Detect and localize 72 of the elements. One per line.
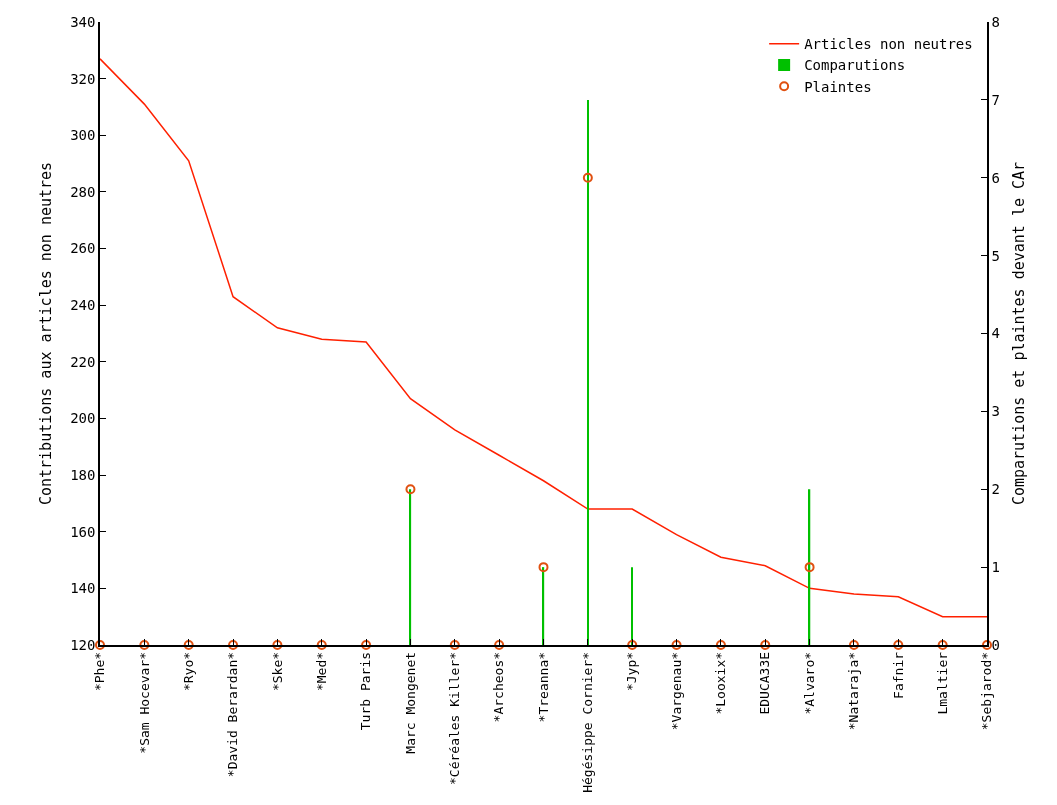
x-tick-label: *Sam Hocevar* [136, 651, 152, 754]
x-tick-label: *Phe* [92, 651, 108, 692]
y-tick-label: 280 [70, 183, 96, 200]
y2-tick-label: 6 [991, 169, 1000, 186]
y2-tick-label: 8 [991, 13, 1000, 30]
x-tick-label: *Sebjarod* [979, 651, 995, 731]
x-tick-label: Marc Mongenet [402, 651, 418, 754]
y-tick-label: 140 [70, 580, 96, 597]
bar [587, 99, 589, 645]
x-tick-label: Lmaltier [934, 651, 950, 715]
x-tick-label: *David Berardan* [225, 651, 241, 778]
point [494, 640, 505, 650]
point [449, 640, 460, 650]
x-tick-label: *Looxix* [713, 651, 729, 715]
point [893, 640, 904, 650]
y-tick-label: 160 [70, 523, 96, 540]
bar [409, 489, 412, 645]
x-tick-label: Fafnir [890, 651, 906, 699]
legend-label: Comparutions [804, 57, 906, 74]
y-tick-label: 260 [70, 240, 96, 257]
point [538, 562, 549, 573]
point [95, 640, 105, 650]
y-axis-title: Contributions aux articles non neutres [36, 161, 55, 506]
line-series [100, 58, 987, 618]
x-tick-label: *Med* [313, 651, 329, 692]
point [848, 640, 859, 650]
x-tick-label: Turb Paris [358, 651, 374, 731]
x-tick-label: *Jyp* [624, 651, 640, 692]
x-tick-label: *Archeos* [491, 651, 507, 723]
x-tick-label: *Treanna* [535, 651, 551, 723]
point [760, 640, 771, 650]
y2-tick-label: 1 [991, 559, 1000, 576]
point [804, 562, 815, 573]
y2-tick-label: 0 [991, 636, 1000, 653]
legend-label: Articles non neutres [804, 36, 973, 53]
y-tick-label: 240 [70, 297, 96, 314]
point [627, 640, 638, 650]
x-tick-label: *Céréales Killer* [447, 651, 463, 786]
y-tick-label: 120 [70, 636, 96, 653]
y-tick-label: 220 [70, 353, 96, 370]
y2-tick-label: 4 [991, 325, 1000, 342]
y-tick-label: 180 [70, 466, 96, 483]
y2-tick-label: 5 [991, 247, 1000, 264]
bar [631, 567, 633, 645]
point [183, 640, 194, 650]
y-tick-label: 320 [70, 70, 96, 87]
y-tick-label: 200 [70, 410, 96, 427]
point [361, 640, 372, 650]
x-tick-label: *Nataraja* [846, 651, 862, 731]
legend-label: Plaintes [804, 78, 872, 95]
y-tick-label: 300 [70, 127, 96, 144]
point [582, 172, 593, 183]
x-tick-label: Hégésippe Cornier* [580, 651, 596, 793]
y2-axis-title: Comparutions et plaintes devant le CAr [1010, 161, 1029, 506]
point [405, 484, 416, 495]
point [316, 640, 327, 650]
point [228, 640, 239, 650]
point [139, 640, 150, 650]
x-tick-label: *Ryo* [180, 651, 196, 692]
point [937, 640, 948, 650]
point [272, 640, 283, 650]
x-tick-label: EDUCA33E [757, 651, 773, 715]
point [715, 640, 726, 650]
y2-tick-label: 3 [991, 403, 1000, 420]
y2-tick-label: 7 [991, 91, 1000, 108]
point [982, 640, 992, 650]
x-tick-label: *Alvaro* [801, 651, 817, 715]
x-tick-label: *Vargenau* [668, 651, 684, 731]
x-tick-label: *Ske* [269, 651, 285, 692]
y2-tick-label: 2 [991, 481, 1000, 498]
y-tick-label: 340 [70, 13, 96, 30]
point [671, 640, 682, 650]
